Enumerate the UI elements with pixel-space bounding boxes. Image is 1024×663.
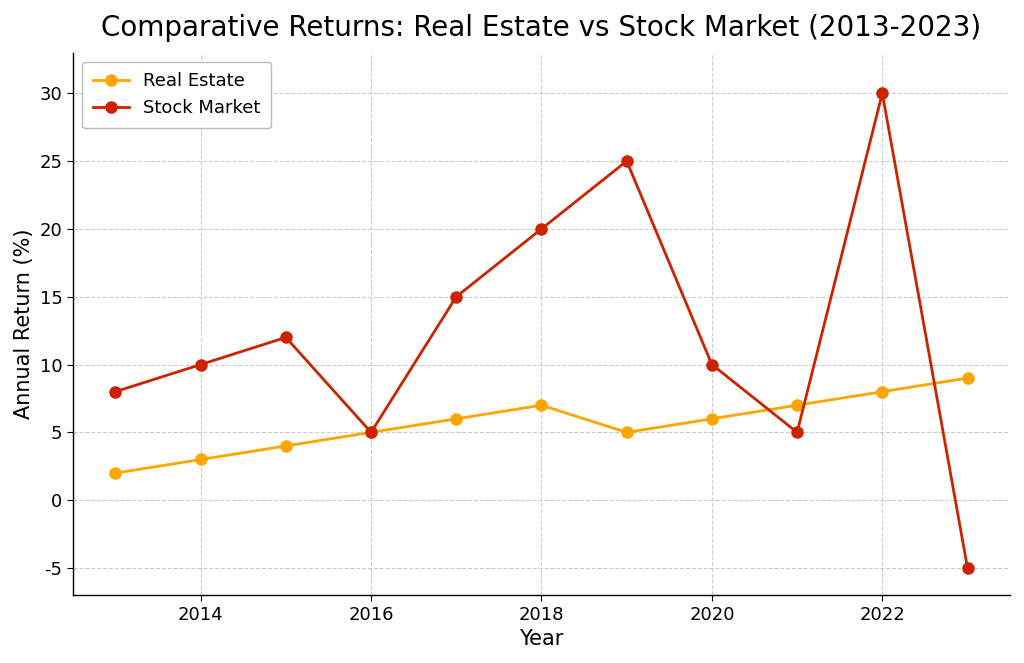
Real Estate — [280, 442, 292, 450]
Real Estate — [706, 415, 718, 423]
Real Estate — [877, 388, 889, 396]
Stock Market — [962, 564, 974, 572]
Legend: Real Estate, Stock Market: Real Estate, Stock Market — [82, 62, 271, 128]
Real Estate — [621, 428, 633, 436]
Stock Market — [706, 361, 718, 369]
Real Estate — [451, 415, 463, 423]
Real Estate — [791, 401, 803, 409]
Stock Market — [365, 428, 377, 436]
Stock Market — [536, 225, 548, 233]
Stock Market — [621, 157, 633, 165]
Stock Market — [280, 333, 292, 341]
Line: Stock Market: Stock Market — [110, 88, 973, 573]
Title: Comparative Returns: Real Estate vs Stock Market (2013-2023): Comparative Returns: Real Estate vs Stoc… — [101, 14, 982, 42]
Real Estate — [962, 374, 974, 382]
Stock Market — [195, 361, 207, 369]
Real Estate — [365, 428, 377, 436]
X-axis label: Year: Year — [519, 629, 563, 649]
Real Estate — [195, 455, 207, 463]
Line: Real Estate: Real Estate — [110, 373, 973, 479]
Real Estate — [110, 469, 122, 477]
Real Estate — [536, 401, 548, 409]
Stock Market — [877, 90, 889, 97]
Stock Market — [451, 293, 463, 301]
Stock Market — [791, 428, 803, 436]
Y-axis label: Annual Return (%): Annual Return (%) — [14, 229, 34, 419]
Stock Market — [110, 388, 122, 396]
